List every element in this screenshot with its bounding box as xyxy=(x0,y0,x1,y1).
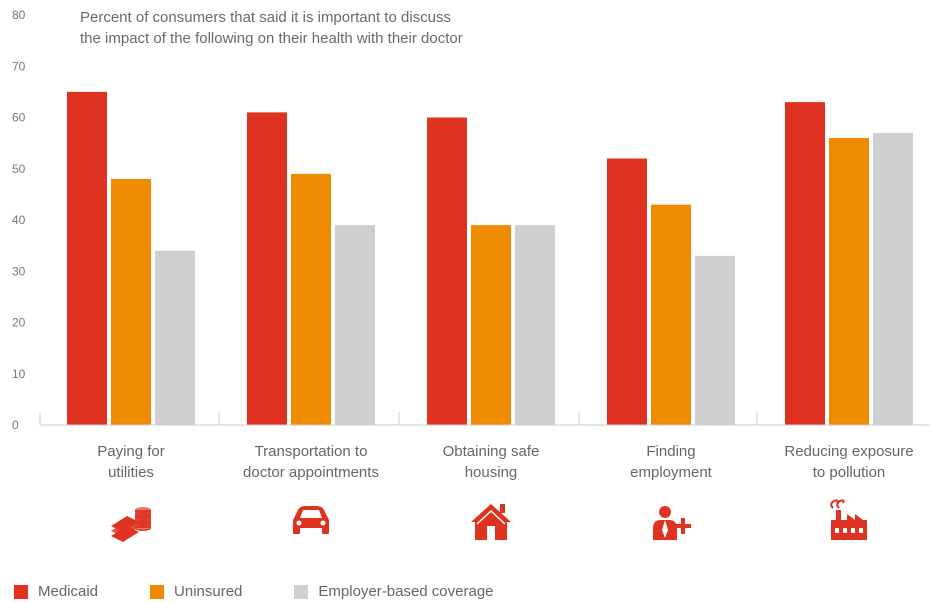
bar-employer-based-coverage-1 xyxy=(155,250,195,425)
y-tick-label: 20 xyxy=(12,316,26,330)
bar-medicaid-1 xyxy=(67,91,107,425)
y-tick-label: 80 xyxy=(12,8,26,22)
category-label: Finding xyxy=(646,443,695,460)
legend-label: Uninsured xyxy=(174,583,243,600)
category-label: utilities xyxy=(108,464,154,481)
person-plus-icon xyxy=(653,506,691,540)
chart: 0 10 20 30 40 50 60 70 80 Percent of consumers t… xyxy=(12,8,930,542)
y-tick-label: 0 xyxy=(12,418,19,432)
house-icon xyxy=(471,504,511,540)
chart-title: Percent of consumers that said it is imp… xyxy=(80,9,463,47)
category-labels: Paying for utilities Transportation to doct… xyxy=(97,443,913,481)
bar-medicaid-5 xyxy=(785,102,825,425)
bars xyxy=(67,91,913,425)
y-tick-label: 10 xyxy=(12,367,26,381)
legend-item-employer: Employer-based coverage xyxy=(294,583,494,600)
y-tick-label: 40 xyxy=(12,213,26,227)
legend-swatch-medicaid xyxy=(14,584,28,599)
bar-employer-based-coverage-5 xyxy=(873,132,913,425)
y-tick-label: 50 xyxy=(12,162,26,176)
bar-uninsured-2 xyxy=(291,173,331,425)
legend: Medicaid Uninsured Employer-based covera… xyxy=(14,583,546,600)
factory-icon xyxy=(830,499,867,540)
legend-swatch-employer xyxy=(294,584,309,599)
category-label: doctor appointments xyxy=(243,464,379,481)
y-tick-label: 70 xyxy=(12,59,26,73)
bar-medicaid-3 xyxy=(427,117,467,425)
legend-label: Employer-based coverage xyxy=(318,583,494,600)
bar-uninsured-3 xyxy=(471,225,511,425)
category-label: Transportation to xyxy=(255,443,368,460)
category-label: Paying for xyxy=(97,443,165,460)
bar-medicaid-2 xyxy=(247,112,287,425)
category-label: employment xyxy=(630,464,713,481)
y-tick-label: 60 xyxy=(12,111,26,125)
chart-title-line: Percent of consumers that said it is imp… xyxy=(80,9,451,26)
bar-medicaid-4 xyxy=(607,158,647,425)
money-stack-icon xyxy=(111,506,151,542)
legend-label: Medicaid xyxy=(38,583,99,600)
bar-uninsured-5 xyxy=(829,138,869,425)
bar-employer-based-coverage-3 xyxy=(515,225,555,425)
category-label: Reducing exposure xyxy=(784,443,913,460)
category-label: to pollution xyxy=(813,464,886,481)
y-axis: 0 10 20 30 40 50 60 70 80 xyxy=(12,8,26,432)
bar-employer-based-coverage-2 xyxy=(335,225,375,425)
category-label: Obtaining safe xyxy=(443,443,540,460)
legend-swatch-uninsured xyxy=(150,584,165,599)
chart-title-line: the impact of the following on their hea… xyxy=(80,30,463,47)
x-axis-ticks xyxy=(39,412,758,425)
car-icon xyxy=(293,506,329,534)
category-label: housing xyxy=(465,464,518,481)
bar-uninsured-4 xyxy=(651,204,691,425)
legend-item-uninsured: Uninsured xyxy=(150,583,242,600)
legend-item-medicaid: Medicaid xyxy=(14,583,98,600)
category-icons xyxy=(111,499,867,542)
bar-employer-based-coverage-4 xyxy=(695,255,735,425)
bar-uninsured-1 xyxy=(111,179,151,425)
y-tick-label: 30 xyxy=(12,264,26,278)
